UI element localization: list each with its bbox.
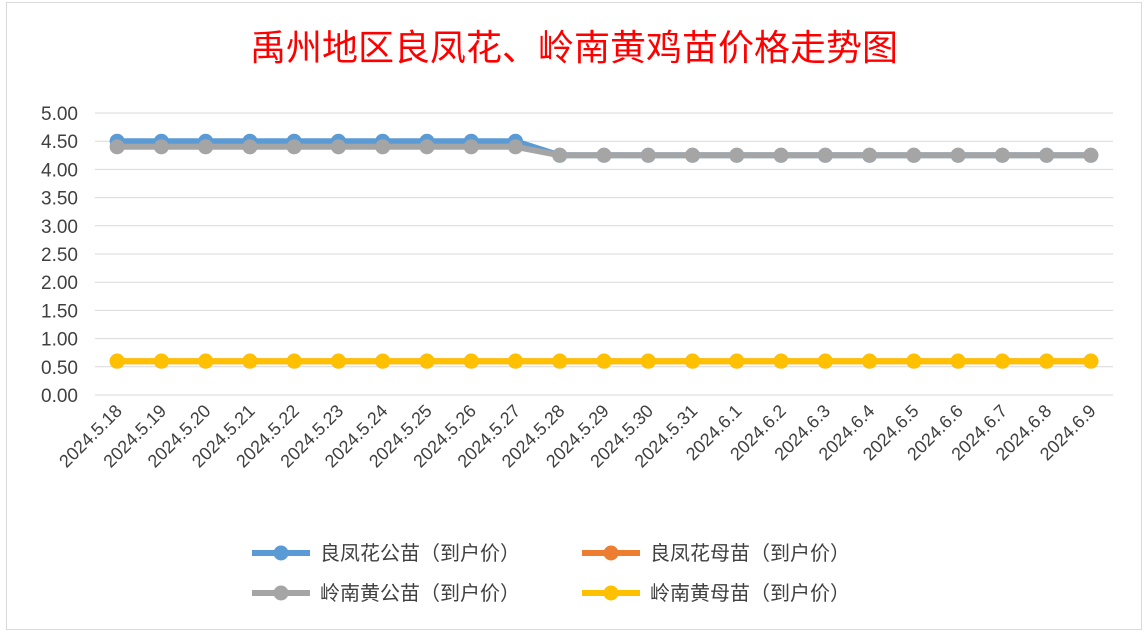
legend-label: 岭南黄母苗（到户价） [650, 581, 850, 605]
y-tick-label: 0.00 [41, 386, 78, 407]
data-point [1039, 353, 1055, 369]
y-tick-label: 4.50 [41, 132, 78, 153]
data-point [109, 139, 125, 155]
data-point [640, 147, 656, 163]
legend-label: 良凤花母苗（到户价） [650, 541, 850, 565]
data-point [906, 353, 922, 369]
data-point [1083, 353, 1099, 369]
data-point [375, 353, 391, 369]
y-tick-label: 3.00 [41, 217, 78, 238]
data-point [198, 353, 214, 369]
series-3 [109, 139, 1099, 163]
y-tick-label: 2.00 [41, 273, 78, 294]
legend-swatch-marker [273, 585, 289, 601]
data-point [1039, 147, 1055, 163]
data-point [817, 353, 833, 369]
data-point [330, 139, 346, 155]
legend-label: 岭南黄公苗（到户价） [320, 581, 520, 605]
x-axis-ticks: 2024.5.182024.5.192024.5.202024.5.212024… [55, 401, 1100, 472]
data-point [552, 147, 568, 163]
data-point [330, 353, 346, 369]
data-point [685, 147, 701, 163]
data-point [153, 139, 169, 155]
legend-item: 良凤花母苗（到户价） [582, 541, 850, 565]
data-point [596, 147, 612, 163]
data-point [242, 139, 258, 155]
data-point [994, 147, 1010, 163]
data-point [685, 353, 701, 369]
data-point [640, 353, 656, 369]
data-point [286, 353, 302, 369]
legend-swatch-marker [603, 585, 619, 601]
data-point [153, 353, 169, 369]
data-point [242, 353, 258, 369]
legend-swatch-marker [273, 545, 289, 561]
legend-item: 良凤花公苗（到户价） [252, 541, 520, 565]
legend-swatch-marker [603, 545, 619, 561]
data-point [198, 139, 214, 155]
y-tick-label: 0.50 [41, 358, 78, 379]
y-tick-label: 3.50 [41, 189, 78, 210]
data-point [419, 139, 435, 155]
y-tick-label: 1.50 [41, 301, 78, 322]
data-point [773, 147, 789, 163]
data-point [862, 353, 878, 369]
series-4 [109, 353, 1099, 369]
legend-item: 岭南黄公苗（到户价） [252, 581, 520, 605]
data-point [773, 353, 789, 369]
data-point [950, 147, 966, 163]
data-point [729, 147, 745, 163]
data-point [463, 353, 479, 369]
legend-label: 良凤花公苗（到户价） [320, 541, 520, 565]
data-point [596, 353, 612, 369]
data-point [906, 147, 922, 163]
y-tick-label: 4.00 [41, 160, 78, 181]
y-axis-ticks: 0.00 0.50 1.00 1.50 2.00 2.50 3.00 3.50 4.00 4.50… [41, 104, 78, 407]
chart-title: 禹州地区良凤花、岭南黄鸡苗价格走势图 [250, 28, 898, 69]
data-point [507, 139, 523, 155]
data-point [463, 139, 479, 155]
data-point [375, 139, 391, 155]
y-tick-label: 5.00 [41, 104, 78, 125]
data-point [286, 139, 302, 155]
data-point [817, 147, 833, 163]
data-point [552, 353, 568, 369]
data-point [862, 147, 878, 163]
data-point [1083, 147, 1099, 163]
legend-item: 岭南黄母苗（到户价） [582, 581, 850, 605]
data-point [729, 353, 745, 369]
data-point [419, 353, 435, 369]
y-tick-label: 1.00 [41, 330, 78, 351]
y-tick-label: 2.50 [41, 245, 78, 266]
series-lines [109, 133, 1099, 369]
data-point [950, 353, 966, 369]
legend: 良凤花公苗（到户价） 良凤花母苗（到户价） 岭南黄公苗（到户价） 岭南黄母苗（到户价） [252, 541, 850, 605]
chart-frame [6, 2, 1142, 630]
data-point [507, 353, 523, 369]
data-point [994, 353, 1010, 369]
data-point [109, 353, 125, 369]
